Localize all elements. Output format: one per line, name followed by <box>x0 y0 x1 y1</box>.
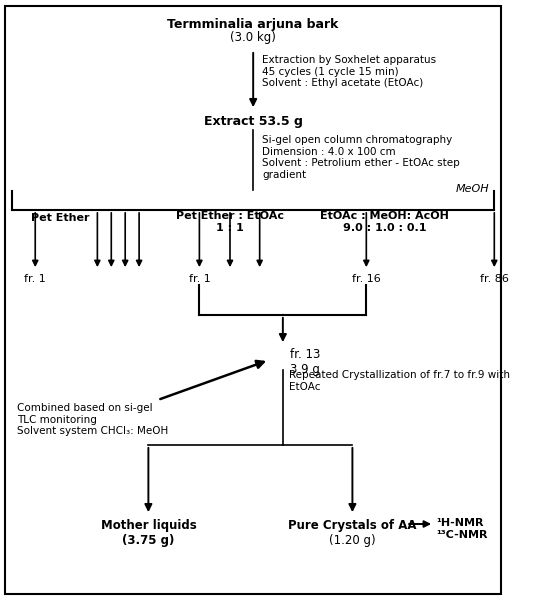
Text: fr. 1: fr. 1 <box>25 274 46 284</box>
Text: Combined based on si-gel
TLC monitoring
Solvent system CHCl₃: MeOH: Combined based on si-gel TLC monitoring … <box>17 403 168 436</box>
Text: fr. 1: fr. 1 <box>188 274 210 284</box>
Text: Repeated Crystallization of fr.7 to fr.9 with
EtOAc: Repeated Crystallization of fr.7 to fr.9… <box>289 370 511 392</box>
Text: (3.0 kg): (3.0 kg) <box>230 31 276 44</box>
Text: (1.20 g): (1.20 g) <box>329 534 376 547</box>
Text: Termminalia arjuna bark: Termminalia arjuna bark <box>168 18 339 31</box>
Text: EtOAc : MeOH: AcOH
9.0 : 1.0 : 0.1: EtOAc : MeOH: AcOH 9.0 : 1.0 : 0.1 <box>321 211 449 233</box>
Text: fr. 16: fr. 16 <box>352 274 381 284</box>
Text: Extract 53.5 g: Extract 53.5 g <box>204 115 302 128</box>
Text: fr. 13
3.9 g: fr. 13 3.9 g <box>290 348 321 376</box>
Text: Si-gel open column chromatography
Dimension : 4.0 x 100 cm
Solvent : Petrolium e: Si-gel open column chromatography Dimens… <box>263 135 460 180</box>
Text: MeOH: MeOH <box>456 184 490 194</box>
Text: Mother liquids
(3.75 g): Mother liquids (3.75 g) <box>100 519 196 547</box>
Text: Pure Crystals of AA: Pure Crystals of AA <box>288 519 417 532</box>
Text: Extraction by Soxhelet apparatus
45 cycles (1 cycle 15 min)
Solvent : Ethyl acet: Extraction by Soxhelet apparatus 45 cycl… <box>263 55 437 88</box>
Text: fr. 86: fr. 86 <box>480 274 509 284</box>
Text: Pet Ether : EtOAc
1 : 1: Pet Ether : EtOAc 1 : 1 <box>176 211 284 233</box>
Text: ¹H-NMR
¹³C-NMR: ¹H-NMR ¹³C-NMR <box>437 518 488 539</box>
Text: Pet Ether: Pet Ether <box>31 213 90 223</box>
